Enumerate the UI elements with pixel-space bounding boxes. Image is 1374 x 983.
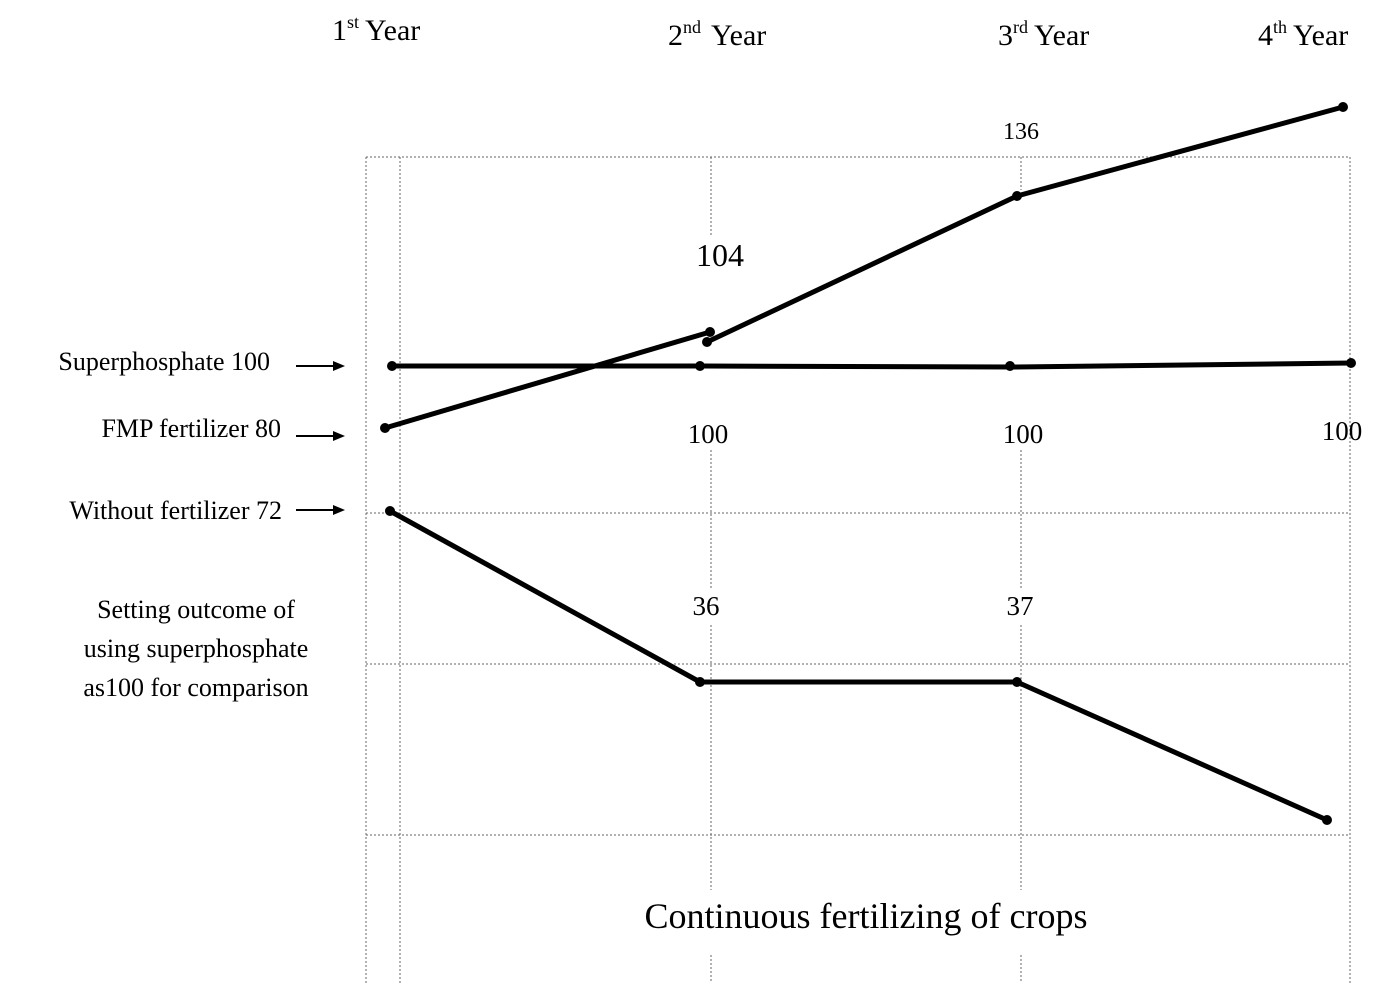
without-line (388, 508, 1329, 823)
legend-label: Without fertilizer 72 (69, 496, 282, 525)
year-header: 2nd Year (668, 17, 766, 52)
value-label: 37 (1007, 591, 1034, 621)
year-header: 3rd Year (998, 17, 1089, 52)
arrows (296, 361, 345, 515)
value-label: 100 (1003, 419, 1044, 449)
legend-label: FMP fertilizer 80 (101, 414, 281, 443)
points (380, 102, 1356, 825)
fmp-line (384, 329, 711, 431)
note-line: as100 for comparison (83, 673, 308, 702)
grid (365, 156, 1351, 983)
year-header: 1st Year (332, 12, 420, 47)
value-label: 100 (688, 419, 729, 449)
value-label: 136 (1003, 119, 1039, 145)
footer: Continuous fertilizing of crops (645, 896, 1088, 936)
legend-label: Superphosphate 100 (58, 347, 270, 376)
year-header: 4th Year (1258, 17, 1348, 52)
note-line: using superphosphate (84, 634, 309, 663)
value-label: 104 (696, 237, 744, 273)
value-label: 100 (1322, 416, 1363, 446)
superphosphate-line (392, 360, 1352, 370)
value-label: 36 (693, 591, 720, 621)
note-line: Setting outcome of (97, 595, 295, 624)
